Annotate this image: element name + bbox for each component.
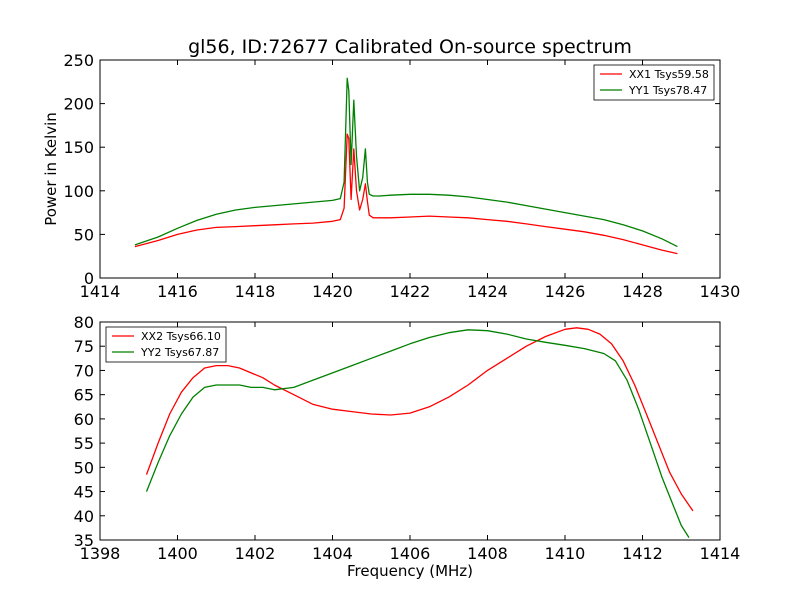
bottom-legend-label-yy2: YY2 Tsys67.87 bbox=[140, 346, 219, 359]
top-x-tick-label: 1430 bbox=[700, 282, 741, 301]
top-x-tick-label: 1422 bbox=[390, 282, 431, 301]
bottom-y-tick-label: 65 bbox=[74, 386, 94, 405]
top-y-tick-label: 200 bbox=[63, 95, 94, 114]
bottom-y-tick-label: 35 bbox=[74, 531, 94, 550]
bottom-y-tick-label: 70 bbox=[74, 361, 94, 380]
top-series-lines bbox=[134, 77, 678, 255]
top-series-line-xx bbox=[134, 133, 678, 255]
bottom-x-tick-label: 1414 bbox=[700, 544, 741, 563]
top-plot-frame bbox=[99, 59, 721, 279]
bottom-legend: XX2 Tsys66.10 YY2 Tsys67.87 bbox=[105, 326, 227, 363]
top-x-tick-label: 1428 bbox=[622, 282, 663, 301]
bottom-y-tick-label: 40 bbox=[74, 507, 94, 526]
top-series-line-yy bbox=[134, 77, 678, 248]
top-legend-label-yy1: YY1 Tsys78.47 bbox=[628, 84, 707, 97]
top-axis-ticks: 1414 1416 1418 1420 1422 1424 1426 1428 1430 0 50 1… bbox=[63, 51, 740, 301]
bottom-y-tick-label: 80 bbox=[74, 313, 94, 332]
bottom-series-lines bbox=[145, 327, 694, 538]
top-y-tick-label: 50 bbox=[74, 225, 94, 244]
y-axis-label: Power in Kelvin bbox=[42, 112, 60, 226]
top-y-tick-label: 250 bbox=[63, 51, 94, 70]
bottom-y-tick-label: 45 bbox=[74, 483, 94, 502]
bottom-y-tick-label: 55 bbox=[74, 434, 94, 453]
x-axis-label: Frequency (MHz) bbox=[347, 562, 473, 580]
top-x-tick-label: 1420 bbox=[312, 282, 353, 301]
bottom-x-tick-label: 1408 bbox=[467, 544, 508, 563]
top-legend-box bbox=[593, 64, 715, 101]
bottom-x-tick-label: 1406 bbox=[390, 544, 431, 563]
bottom-x-tick-label: 1402 bbox=[235, 544, 276, 563]
bottom-x-tick-label: 1400 bbox=[157, 544, 198, 563]
top-x-tick-label: 1416 bbox=[157, 282, 198, 301]
top-chart-panel: gl56, ID:72677 Calibrated On-source spec… bbox=[42, 36, 740, 301]
bottom-series-line-xx bbox=[145, 327, 694, 512]
bottom-chart-panel: Frequency (MHz) 1398 1400 1402 1404 1406 1408… bbox=[74, 313, 741, 580]
top-x-tick-label: 1426 bbox=[545, 282, 586, 301]
bottom-x-tick-label: 1412 bbox=[622, 544, 663, 563]
top-x-tick-label: 1424 bbox=[467, 282, 508, 301]
top-y-tick-label: 100 bbox=[63, 182, 94, 201]
bottom-x-tick-label: 1398 bbox=[80, 544, 121, 563]
bottom-y-tick-label: 75 bbox=[74, 337, 94, 356]
top-y-tick-label: 0 bbox=[84, 269, 94, 288]
bottom-series-line-yy bbox=[145, 329, 690, 538]
bottom-y-tick-label: 50 bbox=[74, 458, 94, 477]
bottom-x-tick-label: 1404 bbox=[312, 544, 353, 563]
top-legend: XX1 Tsys59.58 YY1 Tsys78.47 bbox=[593, 64, 715, 101]
bottom-legend-box bbox=[105, 326, 227, 363]
top-y-tick-label: 150 bbox=[63, 138, 94, 157]
top-x-tick-label: 1418 bbox=[235, 282, 276, 301]
bottom-plot-frame bbox=[99, 321, 721, 541]
bottom-legend-label-xx2: XX2 Tsys66.10 bbox=[141, 330, 221, 343]
chart-title: gl56, ID:72677 Calibrated On-source spec… bbox=[188, 36, 632, 58]
top-x-tick-label: 1414 bbox=[80, 282, 121, 301]
bottom-y-tick-label: 60 bbox=[74, 410, 94, 429]
bottom-axis-ticks: 1398 1400 1402 1404 1406 1408 1410 1412 1414 35 40… bbox=[74, 313, 741, 563]
bottom-x-tick-label: 1410 bbox=[545, 544, 586, 563]
top-legend-label-xx1: XX1 Tsys59.58 bbox=[629, 68, 709, 81]
